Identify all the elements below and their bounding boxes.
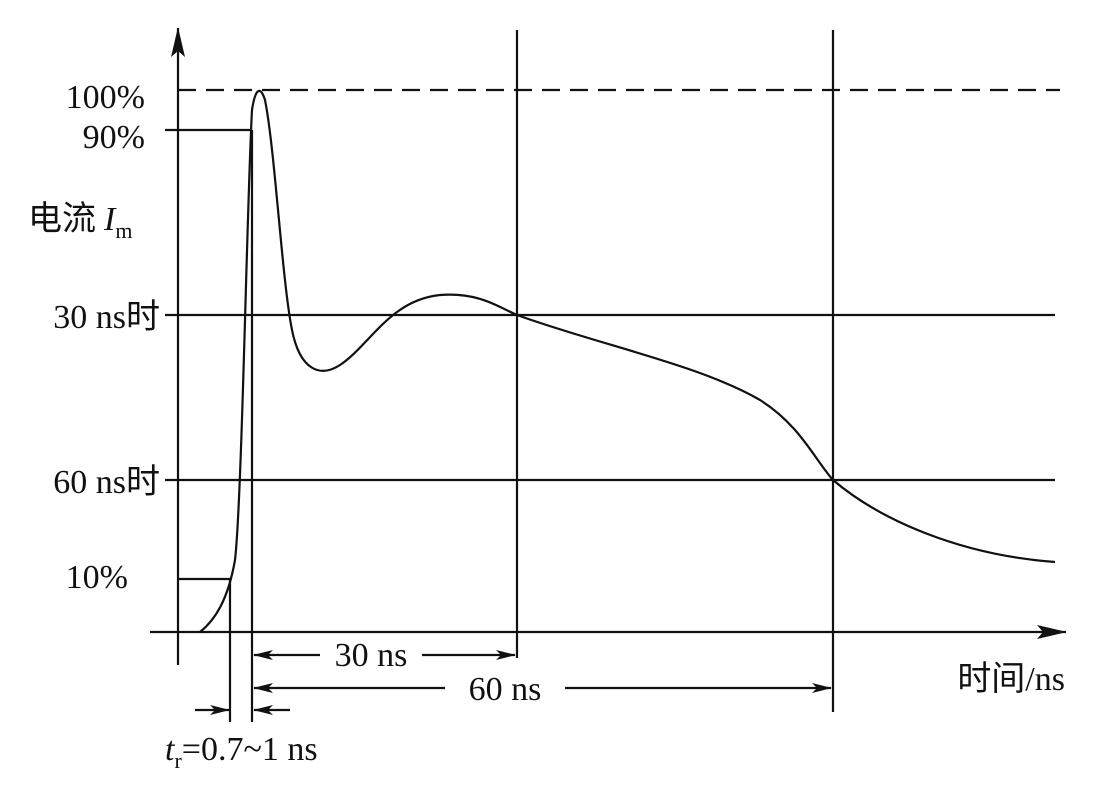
label: 30 ns (335, 637, 408, 674)
label: t (165, 731, 176, 768)
label: 90% (83, 119, 145, 156)
axis-title: 时间/ns (957, 661, 1065, 698)
label: r (174, 748, 182, 773)
label: 10% (66, 559, 128, 596)
label: 60 ns (469, 671, 542, 708)
current-waveform (199, 89, 1056, 633)
label: 100% (66, 79, 145, 116)
label: 30 ns时 (53, 299, 160, 336)
label: m (115, 218, 132, 243)
label: I (103, 201, 117, 238)
label: 60 ns时 (53, 464, 160, 501)
axis-title: 电流 Im (28, 200, 132, 243)
rise-time: tr=0.7~1 ns (165, 731, 318, 773)
label: =0.7~1 ns (182, 731, 318, 768)
label: 电流 (28, 200, 96, 238)
